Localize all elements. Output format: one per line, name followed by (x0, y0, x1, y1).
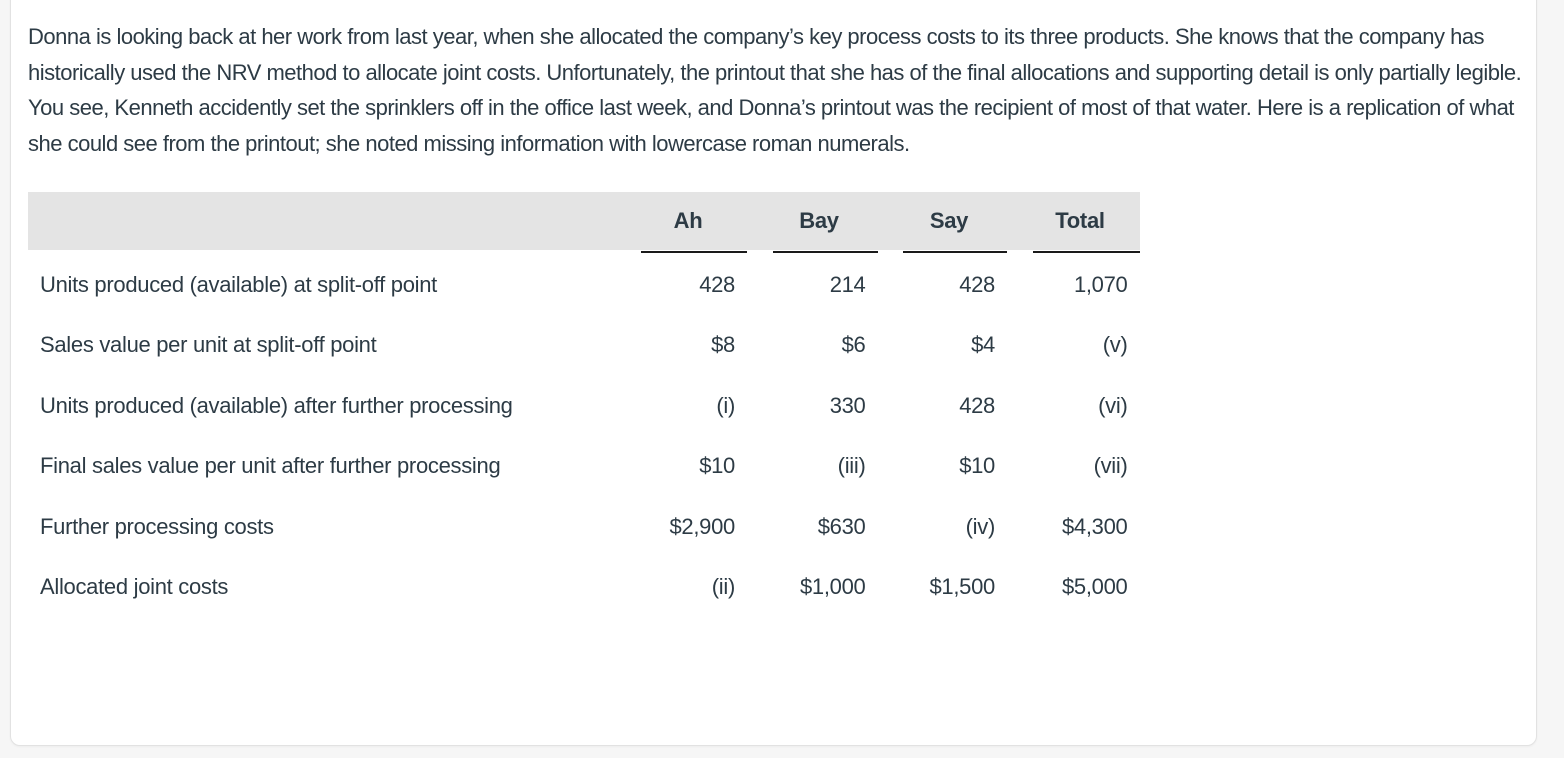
table-cell: (ii) (711, 574, 736, 600)
table-cell: $1,000 (800, 574, 866, 600)
table-cell: $5,000 (1062, 574, 1128, 600)
table-cell: (v) (1102, 332, 1128, 358)
row-label: Further processing costs (40, 513, 274, 539)
table-row: Units produced (available) after further… (28, 376, 1140, 437)
table-cell: $10 (699, 453, 735, 479)
column-underline (903, 251, 1007, 253)
table-cell: (i) (716, 392, 735, 418)
table-cell: (iii) (837, 453, 866, 479)
question-content: Donna is looking back at her work from l… (11, 0, 1536, 618)
row-label: Units produced (available) at split-off … (40, 271, 437, 297)
row-label: Allocated joint costs (40, 574, 229, 600)
table-row: Allocated joint costs (ii) $1,000 $1,500… (28, 557, 1140, 618)
question-card: Donna is looking back at her work from l… (10, 0, 1537, 746)
table-header-row: Ah Bay Say Total (28, 191, 1140, 250)
column-header-ah: Ah (673, 207, 703, 233)
header-underline-row (28, 250, 1140, 255)
table-cell: 428 (959, 271, 995, 297)
row-label: Final sales value per unit after further… (40, 453, 501, 479)
table-cell: $2,900 (669, 513, 736, 539)
table-row: Final sales value per unit after further… (28, 436, 1140, 497)
table-cell: $8 (711, 332, 735, 358)
column-underline (641, 251, 747, 253)
table-cell: 1,070 (1073, 271, 1128, 297)
row-label: Sales value per unit at split-off point (40, 332, 377, 358)
table-cell: $4,300 (1062, 513, 1128, 539)
column-header-bay: Bay (799, 207, 839, 233)
table-cell: 428 (959, 392, 995, 418)
table-cell: $1,500 (929, 574, 996, 600)
table-cell: 428 (699, 271, 735, 297)
table-cell: $4 (971, 332, 995, 358)
row-label: Units produced (available) after further… (40, 392, 513, 418)
table-row: Sales value per unit at split-off point … (28, 315, 1140, 376)
table-row: Units produced (available) at split-off … (28, 255, 1140, 316)
column-underline (1032, 251, 1140, 253)
table-cell: $6 (841, 332, 866, 358)
table-row: Further processing costs $2,900 $630 (iv… (28, 497, 1140, 558)
table-cell: (vi) (1098, 392, 1128, 418)
table-cell: (vii) (1093, 453, 1128, 479)
column-header-say: Say (929, 207, 969, 233)
column-underline (772, 251, 878, 253)
cost-allocation-table: Ah Bay Say Total Units produced (availab… (28, 191, 1140, 618)
table-cell: $630 (817, 513, 866, 539)
table-cell: 330 (829, 392, 866, 418)
question-text: Donna is looking back at her work from l… (28, 24, 1522, 156)
table-cell: 214 (829, 271, 866, 297)
table-cell: (iv) (965, 513, 996, 539)
table-cell: $10 (959, 453, 995, 479)
column-header-total: Total (1055, 207, 1105, 233)
